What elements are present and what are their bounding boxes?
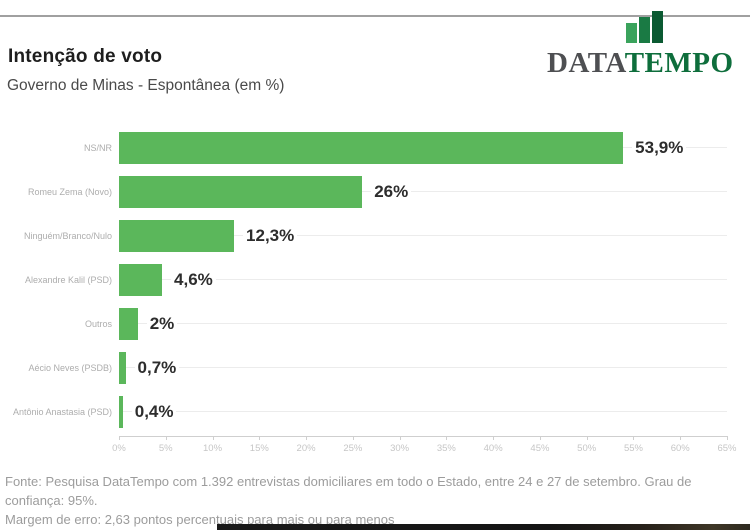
x-axis-line <box>119 436 728 437</box>
bar-track: 0,4% <box>119 390 750 434</box>
value-label: 26% <box>371 182 412 202</box>
bar-track: 0,7% <box>119 346 750 390</box>
category-label: Alexandre Kalil (PSD) <box>24 274 112 285</box>
bar <box>119 132 624 164</box>
bar-track: 2% <box>119 302 750 346</box>
gridline <box>119 235 727 236</box>
bar-rows: NS/NR 53,9% Romeu Zema (Novo) 26% Ninguém/Br… <box>0 126 750 434</box>
page-subtitle: Governo de Minas - Espontânea (em %) <box>7 77 285 94</box>
top-divider <box>0 15 750 17</box>
x-axis-tick <box>586 436 588 440</box>
x-axis-tick-label: 10% <box>203 443 223 454</box>
category-label: Antônio Anastasia (PSD) <box>12 406 112 417</box>
category-label: Ninguém/Branco/Nulo <box>23 230 112 241</box>
x-axis-tick <box>119 436 120 440</box>
x-axis-tick <box>165 436 167 440</box>
bar <box>119 264 163 296</box>
bar-chart-icon-bar <box>626 23 637 43</box>
bar <box>119 220 235 252</box>
chart-row: NS/NR 53,9% <box>0 126 750 170</box>
source-note: Fonte: Pesquisa DataTempo com 1.392 entr… <box>5 472 745 529</box>
x-axis-tick-label: 5% <box>158 443 173 454</box>
x-axis-tick <box>539 436 541 440</box>
x-axis-tick-label: 35% <box>436 443 456 454</box>
x-axis-tick-label: 25% <box>343 443 363 454</box>
x-axis-tick-label: 15% <box>249 443 269 454</box>
value-label: 0,4% <box>131 402 177 422</box>
chart-row: Outros 2% <box>0 302 750 346</box>
category-label: Aécio Neves (PSDB) <box>28 362 112 373</box>
datatempo-logo: DATATEMPO <box>540 8 745 80</box>
logo-text-data: DATA <box>547 47 625 79</box>
bar-track: 12,3% <box>119 214 750 258</box>
bar-track: 4,6% <box>119 258 750 302</box>
bar-chart: NS/NR 53,9% Romeu Zema (Novo) 26% Ninguém/Br… <box>0 126 750 434</box>
x-axis-tick-label: 30% <box>390 443 410 454</box>
chart-row: Ninguém/Branco/Nulo 12,3% <box>0 214 750 258</box>
x-axis-tick <box>493 436 495 440</box>
value-label: 0,7% <box>134 358 180 378</box>
x-axis-tick <box>727 436 728 440</box>
x-axis-tick-label: 60% <box>670 443 690 454</box>
value-label: 2% <box>146 314 178 334</box>
chart-row: Romeu Zema (Novo) 26% <box>0 170 750 214</box>
x-axis-tick <box>352 436 354 440</box>
x-axis-tick <box>680 436 682 440</box>
gridline <box>119 279 727 280</box>
x-axis-tick-label: 55% <box>623 443 643 454</box>
x-axis-tick-label: 20% <box>296 443 316 454</box>
x-axis-tick <box>446 436 448 440</box>
bar <box>119 396 123 428</box>
x-axis-tick <box>212 436 214 440</box>
x-axis-tick-label: 65% <box>717 443 737 454</box>
bar-chart-icon-bar <box>652 11 663 43</box>
x-axis-tick <box>259 436 261 440</box>
gridline <box>119 411 727 412</box>
x-axis-tick-label: 50% <box>577 443 597 454</box>
bar-track: 26% <box>119 170 750 214</box>
chart-row: Alexandre Kalil (PSD) 4,6% <box>0 258 750 302</box>
bar <box>119 176 363 208</box>
page-title: Intenção de voto <box>8 46 163 67</box>
x-axis-tick <box>306 436 308 440</box>
category-label: Outros <box>84 318 112 329</box>
logo-text: DATATEMPO <box>547 48 734 78</box>
bar <box>119 352 126 384</box>
bar-chart-icon <box>626 11 664 43</box>
x-axis-tick-label: 45% <box>530 443 550 454</box>
bottom-image-edge <box>217 524 750 530</box>
bar <box>119 308 138 340</box>
gridline <box>119 323 727 324</box>
value-label: 53,9% <box>632 138 687 158</box>
gridline <box>119 367 727 368</box>
category-label: NS/NR <box>83 142 112 153</box>
x-axis: 0% 5% 10% 15% 20% 25% 30% 35% 40% 45% 50% 55% 60% 65% <box>112 436 737 458</box>
bar-track: 53,9% <box>119 126 750 170</box>
x-axis-tick-label: 40% <box>483 443 503 454</box>
source-note-line1: Fonte: Pesquisa DataTempo com 1.392 entr… <box>5 474 692 508</box>
chart-row: Aécio Neves (PSDB) 0,7% <box>0 346 750 390</box>
value-label: 12,3% <box>243 226 298 246</box>
source-note-line2: Margem de erro: 2,63 pontos percentuais … <box>5 512 395 527</box>
gridline <box>119 191 727 192</box>
logo-text-tempo: TEMPO <box>624 47 734 79</box>
category-label: Romeu Zema (Novo) <box>27 186 112 197</box>
x-axis-tick-label: 0% <box>112 443 126 454</box>
x-axis-tick <box>633 436 635 440</box>
x-axis-tick <box>399 436 401 440</box>
bar-chart-icon-bar <box>639 17 650 43</box>
value-label: 4,6% <box>171 270 216 290</box>
chart-row: Antônio Anastasia (PSD) 0,4% <box>0 390 750 434</box>
